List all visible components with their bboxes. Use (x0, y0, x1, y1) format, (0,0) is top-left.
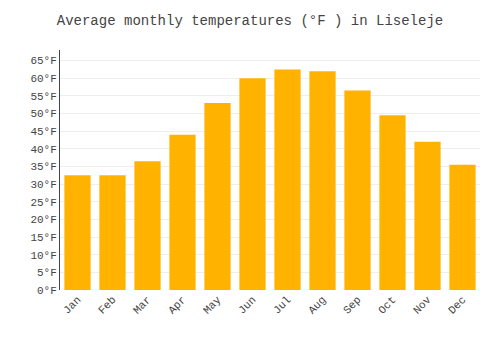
svg-text:Jul: Jul (271, 294, 293, 316)
svg-text:Jun: Jun (236, 294, 258, 316)
svg-text:Aug: Aug (306, 294, 328, 316)
svg-text:30°F: 30°F (30, 179, 56, 191)
svg-text:15°F: 15°F (30, 232, 56, 244)
svg-text:0°F: 0°F (37, 285, 57, 297)
svg-text:65°F: 65°F (30, 55, 56, 67)
svg-text:Sep: Sep (341, 294, 363, 316)
svg-text:55°F: 55°F (30, 91, 56, 103)
svg-text:Apr: Apr (166, 294, 188, 316)
svg-text:45°F: 45°F (30, 126, 56, 138)
svg-text:60°F: 60°F (30, 73, 56, 85)
svg-text:Mar: Mar (131, 294, 153, 316)
svg-text:Jan: Jan (61, 294, 83, 316)
svg-text:Oct: Oct (376, 294, 398, 316)
svg-text:40°F: 40°F (30, 144, 56, 156)
svg-text:May: May (201, 294, 224, 317)
svg-text:35°F: 35°F (30, 161, 56, 173)
svg-text:Nov: Nov (411, 294, 434, 317)
svg-text:Dec: Dec (446, 294, 468, 316)
svg-text:20°F: 20°F (30, 214, 56, 226)
svg-text:50°F: 50°F (30, 108, 56, 120)
svg-text:10°F: 10°F (30, 250, 56, 262)
svg-text:5°F: 5°F (37, 267, 57, 279)
svg-text:25°F: 25°F (30, 197, 56, 209)
svg-text:Average monthly temperatures (: Average monthly temperatures (°F ) in Li… (57, 13, 443, 29)
svg-text:Feb: Feb (96, 294, 118, 316)
